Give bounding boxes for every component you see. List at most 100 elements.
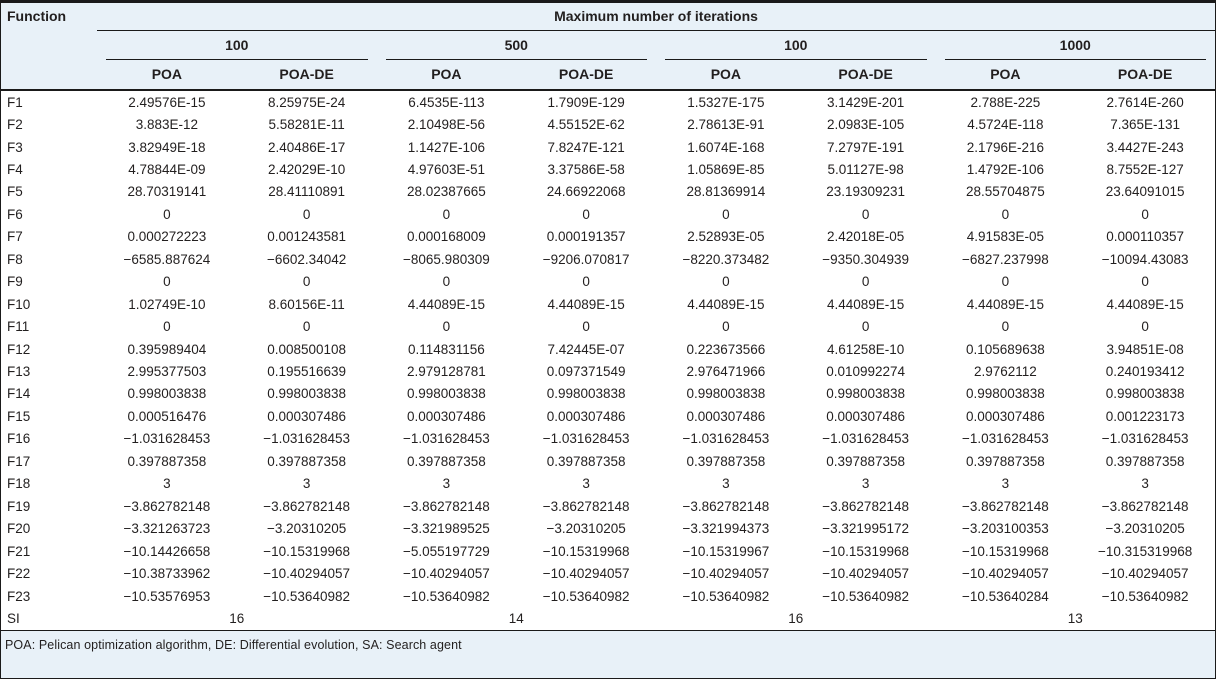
function-cell: F3 xyxy=(7,139,23,155)
value-cell: 23.64091015 xyxy=(1105,184,1185,200)
value-cell: 0 xyxy=(1141,274,1149,290)
iterations-span-header: Maximum number of iterations xyxy=(97,3,1215,31)
value-cell: 0.000307486 xyxy=(406,408,486,424)
value-cell: 0.000110357 xyxy=(1106,229,1185,245)
table-row: F5 28.70319141 28.41110891 28.02387665 24.66… xyxy=(1,181,1215,203)
table-row: F15 0.000516476 0.000307486 0.000307486 0.00… xyxy=(1,405,1215,427)
group-label: 500 xyxy=(385,31,647,60)
table-row: F20 −3.321263723 −3.20310205 −3.321989525 −3… xyxy=(1,518,1215,540)
value-cell: −3.321989525 xyxy=(403,521,490,537)
si-value-cell: 13 xyxy=(1067,611,1083,627)
value-cell: −10.40294057 xyxy=(962,566,1049,582)
value-cell: 4.55152E-62 xyxy=(547,117,625,133)
value-cell: 0.998003838 xyxy=(546,386,626,402)
function-column-header: Function xyxy=(1,3,97,91)
value-cell: 5.01127E-98 xyxy=(827,161,904,177)
value-cell: 7.2797E-191 xyxy=(826,139,905,155)
function-cell: F1 xyxy=(7,94,23,110)
value-cell: 2.7614E-260 xyxy=(1106,94,1184,110)
group-header-1000: 1000 xyxy=(936,31,1216,60)
value-cell: −1.031628453 xyxy=(962,431,1049,447)
value-cell: 2.10498E-56 xyxy=(407,117,486,133)
value-cell: 3.1429E-201 xyxy=(826,94,905,110)
value-cell: 0.998003838 xyxy=(686,386,766,402)
value-cell: 0.000191357 xyxy=(546,229,626,245)
value-cell: −3.321994373 xyxy=(682,521,770,537)
si-value-cell: 16 xyxy=(229,611,245,627)
value-cell: 0.223673566 xyxy=(686,341,766,357)
function-cell: F13 xyxy=(7,364,31,380)
value-cell: 2.979128781 xyxy=(406,364,486,380)
function-cell: F2 xyxy=(7,117,23,133)
value-cell: 0.000307486 xyxy=(267,408,347,424)
value-cell: 0.008500108 xyxy=(267,341,347,357)
value-cell: −6602.34042 xyxy=(267,251,347,267)
table-row: F6 0 0 0 0 0 0 0 0 xyxy=(1,203,1215,225)
value-cell: 3 xyxy=(163,476,171,492)
value-cell: −5.055197729 xyxy=(403,543,490,559)
table-row: F19 −3.862782148 −3.862782148 −3.862782148 −… xyxy=(1,495,1215,517)
value-cell: −3.862782148 xyxy=(1101,498,1189,514)
value-cell: 0.998003838 xyxy=(267,386,347,402)
table-row: F2 3.883E-12 5.58281E-11 2.10498E-56 4.55152… xyxy=(1,113,1215,135)
value-cell: 2.0983E-105 xyxy=(826,117,905,133)
table-row: F10 1.02749E-10 8.60156E-11 4.44089E-15 4.44… xyxy=(1,293,1215,315)
value-cell: 0 xyxy=(302,274,311,290)
table-row: F23 −10.53576953 −10.53640982 −10.53640982 −… xyxy=(1,585,1215,607)
value-cell: 3 xyxy=(302,476,311,492)
value-cell: 4.5724E-118 xyxy=(967,117,1044,133)
value-cell: 2.42029E-10 xyxy=(267,161,346,177)
value-cell: −10094.43083 xyxy=(1101,251,1189,267)
value-cell: 28.81369914 xyxy=(686,184,766,200)
value-cell: 2.9762112 xyxy=(973,364,1037,380)
value-cell: −1.031628453 xyxy=(542,431,630,447)
value-cell: 0 xyxy=(722,206,730,222)
value-cell: −9350.304939 xyxy=(822,251,909,267)
table-body: F1 2.49576E-15 8.25975E-24 6.4535E-113 1.790… xyxy=(1,90,1215,630)
value-cell: −3.862782148 xyxy=(263,498,350,514)
value-cell: 1.4792E-106 xyxy=(966,161,1045,177)
value-cell: 0.397887358 xyxy=(406,453,486,469)
value-cell: −3.862782148 xyxy=(403,498,490,514)
function-cell: F16 xyxy=(7,431,31,447)
value-cell: −10.53640982 xyxy=(822,588,909,604)
value-cell: 0.097371549 xyxy=(546,364,626,380)
value-cell: 0.397887358 xyxy=(267,453,347,469)
value-cell: 3 xyxy=(722,476,730,492)
algo-header-poa-de: POA-DE xyxy=(236,60,377,91)
function-cell: F23 xyxy=(7,588,31,604)
value-cell: 0.998003838 xyxy=(1105,386,1185,402)
value-cell: −3.862782148 xyxy=(962,498,1049,514)
value-cell: −10.53640982 xyxy=(403,588,490,604)
value-cell: −10.40294057 xyxy=(263,566,350,582)
value-cell: 2.40486E-17 xyxy=(267,139,346,155)
value-cell: −3.862782148 xyxy=(822,498,909,514)
value-cell: 0 xyxy=(722,274,730,290)
value-cell: −1.031628453 xyxy=(1101,431,1189,447)
group-header-500: 500 xyxy=(377,31,657,60)
function-cell: F20 xyxy=(7,521,31,537)
value-cell: −3.862782148 xyxy=(542,498,630,514)
value-cell: −8220.373482 xyxy=(682,251,770,267)
value-cell: 2.1796E-216 xyxy=(966,139,1045,155)
value-cell: 3 xyxy=(582,476,590,492)
value-cell: 3.37586E-58 xyxy=(547,161,625,177)
algo-header-poa: POA xyxy=(376,60,517,91)
value-cell: 2.52893E-05 xyxy=(687,229,765,245)
value-cell: 0 xyxy=(442,206,451,222)
value-cell: 4.78844E-09 xyxy=(128,161,206,177)
group-label: 1000 xyxy=(944,31,1206,60)
value-cell: −10.15319967 xyxy=(682,543,770,559)
table-row: F12 0.395989404 0.008500108 0.114831156 7.42… xyxy=(1,338,1215,360)
value-cell: 0.998003838 xyxy=(965,386,1045,402)
value-cell: −10.15319968 xyxy=(542,543,630,559)
value-cell: −10.15319968 xyxy=(962,543,1049,559)
value-cell: −3.321995172 xyxy=(822,521,909,537)
function-cell: F15 xyxy=(7,408,31,424)
value-cell: −8065.980309 xyxy=(403,251,490,267)
value-cell: 3.4427E-243 xyxy=(1106,139,1184,155)
value-cell: 4.44089E-15 xyxy=(966,296,1045,312)
value-cell: 0.114831156 xyxy=(407,341,485,357)
value-cell: −1.031628453 xyxy=(822,431,909,447)
table-row: F7 0.000272223 0.001243581 0.000168009 0.000… xyxy=(1,226,1215,248)
